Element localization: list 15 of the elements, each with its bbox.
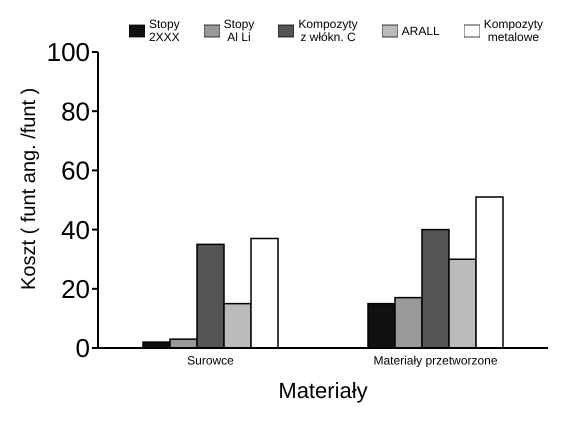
- legend-label: Kompozyty metalowe: [484, 17, 544, 44]
- y-tick-label: 80: [61, 96, 90, 126]
- y-axis-title: Koszt ( funt ang. /funt ): [18, 88, 40, 290]
- x-tick-label: Surowce: [187, 354, 234, 368]
- y-tick-label: 0: [76, 333, 90, 364]
- x-tick-label: Materiały przetworzone: [373, 354, 498, 368]
- x-axis-title: Materiały: [278, 378, 368, 403]
- y-tick-label: 40: [61, 214, 90, 245]
- legend-label: Stopy Al Li: [224, 17, 254, 44]
- legend-label: Kompozyty z włókn. C: [298, 17, 358, 44]
- legend-label: ARALL: [402, 24, 440, 38]
- y-tick-label: 100: [46, 37, 90, 68]
- y-tick-label: 60: [61, 156, 90, 186]
- legend-label: Stopy 2XXX: [148, 17, 180, 44]
- y-tick-label: 20: [61, 274, 90, 304]
